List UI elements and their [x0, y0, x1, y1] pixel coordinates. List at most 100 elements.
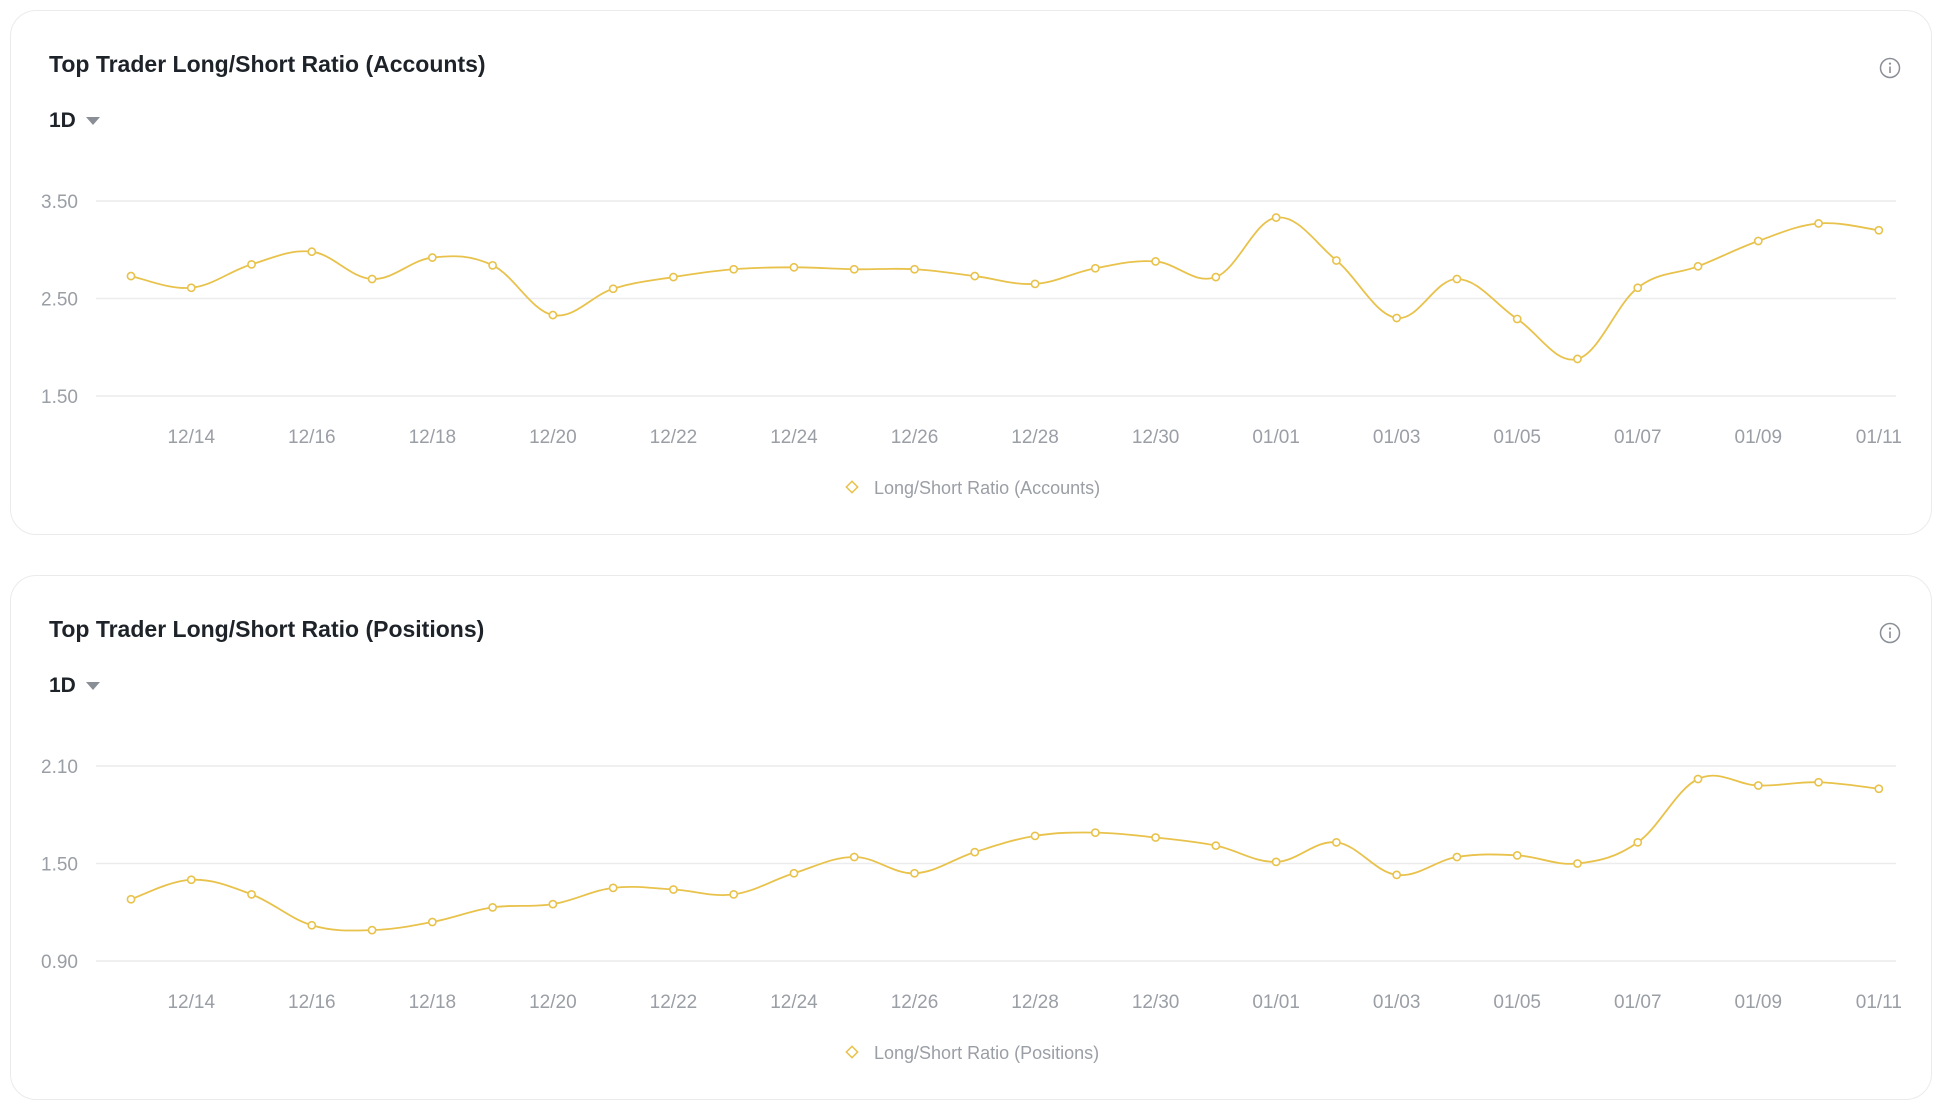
data-point: [970, 847, 980, 857]
data-point: [307, 247, 317, 257]
data-point: [1633, 837, 1643, 847]
series-line: [130, 774, 1879, 932]
y-tick-label: 2.50: [41, 290, 78, 311]
x-tick-label: 01/07: [1614, 992, 1662, 1013]
accounts-chart-card: Top Trader Long/Short Ratio (Accounts) 1…: [10, 10, 1932, 535]
data-point: [247, 889, 256, 899]
legend-label: Long/Short Ratio (Positions): [874, 1043, 1099, 1063]
x-tick-label: 01/01: [1252, 992, 1300, 1013]
data-point: [1693, 774, 1703, 784]
x-tick-label: 12/26: [891, 992, 939, 1013]
x-tick-label: 12/26: [891, 427, 939, 448]
data-point: [729, 264, 739, 274]
data-point: [1512, 850, 1522, 860]
data-point: [789, 868, 799, 878]
line-chart-positions: 2.10 1.50 0.90 12/14 12/16 12/18 12/20 12/22 12/…: [41, 757, 1902, 1063]
data-point: [1030, 279, 1040, 289]
data-point: [488, 902, 498, 912]
x-tick-label: 01/07: [1614, 427, 1662, 448]
data-point: [307, 920, 317, 930]
data-point: [1753, 236, 1763, 246]
x-tick-label: 12/24: [770, 992, 818, 1013]
data-point: [970, 271, 980, 281]
y-tick-label: 2.10: [41, 757, 78, 778]
x-tick-label: 12/24: [770, 427, 818, 448]
x-tick-label: 12/18: [409, 992, 457, 1013]
x-tick-label: 01/01: [1252, 427, 1300, 448]
x-tick-label: 12/16: [288, 427, 336, 448]
data-point: [1030, 831, 1040, 841]
data-point: [1271, 213, 1281, 222]
line-chart-accounts: 3.50 2.50 1.50 12/14 12/16 12/18 12/20 12/22 12/…: [41, 192, 1902, 498]
data-point: [669, 272, 678, 282]
data-point: [849, 852, 859, 862]
data-point: [186, 283, 196, 293]
interval-selector[interactable]: 1D: [49, 109, 100, 133]
data-point: [186, 875, 196, 885]
data-point: [608, 883, 618, 893]
x-tick-label: 01/09: [1735, 427, 1783, 448]
data-point: [126, 271, 136, 281]
data-point: [1392, 313, 1402, 323]
data-point: [669, 885, 678, 894]
data-point: [1512, 314, 1522, 324]
y-tick-label: 0.90: [41, 952, 78, 973]
x-tick-label: 12/30: [1132, 992, 1180, 1013]
x-tick-label: 01/11: [1856, 992, 1902, 1013]
data-point: [1452, 274, 1462, 284]
data-point: [1452, 852, 1462, 862]
data-point: [1151, 257, 1160, 266]
chevron-down-icon: [85, 682, 100, 690]
x-tick-label: 01/11: [1856, 427, 1902, 448]
x-tick-label: 12/22: [650, 992, 698, 1013]
positions-chart-card: Top Trader Long/Short Ratio (Positions) …: [10, 575, 1932, 1100]
legend-label: Long/Short Ratio (Accounts): [874, 478, 1100, 498]
x-tick-label: 12/18: [409, 427, 457, 448]
data-point: [1814, 777, 1823, 787]
info-icon[interactable]: [1879, 57, 1901, 79]
data-point: [247, 259, 256, 269]
interval-selector[interactable]: 1D: [49, 674, 100, 698]
data-point: [608, 284, 618, 294]
data-point: [548, 899, 558, 909]
data-point: [1573, 859, 1582, 868]
chart-title: Top Trader Long/Short Ratio (Positions): [49, 616, 485, 642]
legend-marker: [845, 1045, 859, 1059]
data-point: [367, 925, 377, 935]
data-point: [427, 253, 437, 262]
x-tick-label: 01/05: [1493, 427, 1541, 448]
data-point: [1332, 256, 1341, 265]
x-tick-label: 01/03: [1373, 427, 1421, 448]
chevron-down-icon: [85, 117, 100, 125]
data-point: [1874, 784, 1884, 794]
x-tick-label: 12/16: [288, 992, 336, 1013]
data-point: [548, 310, 558, 320]
y-tick-label: 1.50: [41, 387, 78, 408]
info-icon[interactable]: [1879, 622, 1901, 644]
x-tick-label: 12/14: [167, 992, 215, 1013]
data-point: [849, 264, 859, 274]
data-point: [910, 264, 919, 274]
data-point: [1211, 272, 1221, 282]
x-tick-label: 12/28: [1011, 992, 1059, 1013]
data-point: [1392, 870, 1402, 880]
x-tick-label: 01/03: [1373, 992, 1421, 1013]
x-tick-label: 12/30: [1132, 427, 1180, 448]
data-point: [1633, 283, 1643, 293]
y-tick-label: 3.50: [41, 192, 78, 213]
y-tick-label: 1.50: [41, 855, 78, 876]
x-tick-label: 12/22: [650, 427, 698, 448]
interval-label: 1D: [49, 109, 76, 132]
data-point: [1211, 841, 1221, 851]
legend-marker: [845, 480, 859, 494]
data-point: [1090, 828, 1100, 838]
data-point: [367, 274, 377, 284]
data-point: [126, 894, 136, 904]
data-point: [1090, 263, 1100, 273]
data-point: [910, 868, 919, 878]
data-point: [1573, 354, 1582, 364]
data-point: [1814, 219, 1823, 228]
data-point: [488, 260, 498, 270]
data-point: [729, 889, 739, 899]
x-tick-label: 12/20: [529, 427, 577, 448]
